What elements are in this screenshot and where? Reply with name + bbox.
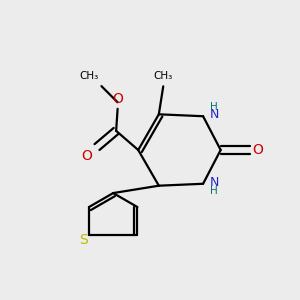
Text: H: H	[210, 102, 217, 112]
Text: H: H	[210, 186, 217, 196]
Text: CH₃: CH₃	[154, 71, 173, 81]
Text: N: N	[210, 108, 219, 121]
Text: CH₃: CH₃	[80, 71, 99, 81]
Text: N: N	[210, 176, 219, 189]
Text: O: O	[82, 149, 93, 164]
Text: O: O	[112, 92, 123, 106]
Text: S: S	[79, 233, 88, 247]
Text: O: O	[253, 143, 263, 157]
